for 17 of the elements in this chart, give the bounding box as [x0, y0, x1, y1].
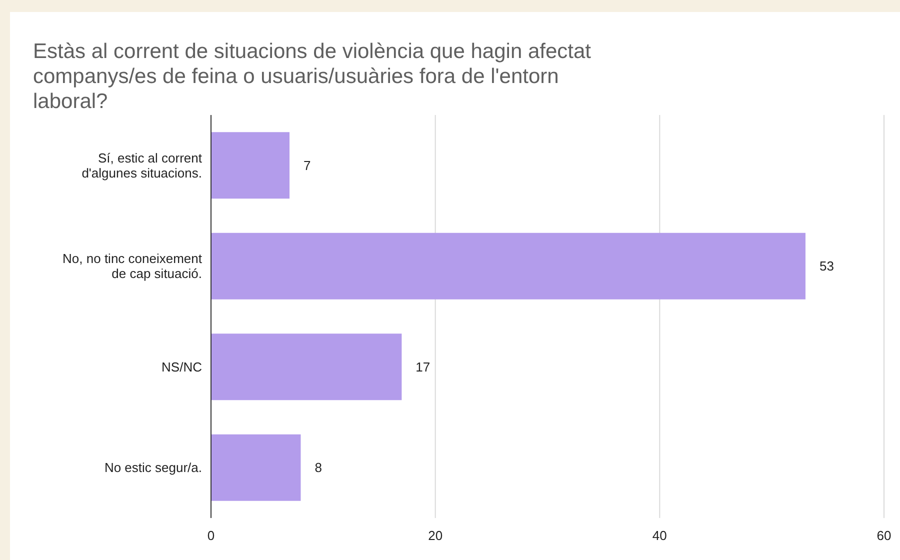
bar — [211, 132, 290, 199]
x-tick-label: 60 — [876, 528, 892, 543]
bar — [211, 232, 806, 300]
bar — [211, 334, 402, 400]
data-label: 7 — [304, 158, 311, 173]
x-tick-label: 40 — [652, 528, 667, 543]
y-tick-label: No, no tinc coneixement de cap situació. — [62, 251, 202, 282]
data-label: 17 — [416, 359, 430, 374]
y-tick-label: Sí, estic al corrent d'algunes situacions. — [82, 150, 202, 180]
data-label: 53 — [819, 258, 834, 274]
chart-title: Estàs al corrent de situacions de violència que hagin afectat companys/es de feina o usuaris/usuàries fora de l'entorn laboral? — [33, 40, 592, 113]
y-tick-label: No estic segur/a. — [104, 460, 202, 476]
y-tick-label: NS/NC — [162, 359, 202, 374]
data-label: 8 — [314, 460, 322, 476]
bar — [211, 434, 301, 501]
x-tick-label: 0 — [207, 528, 215, 543]
x-tick-label: 20 — [428, 528, 443, 543]
